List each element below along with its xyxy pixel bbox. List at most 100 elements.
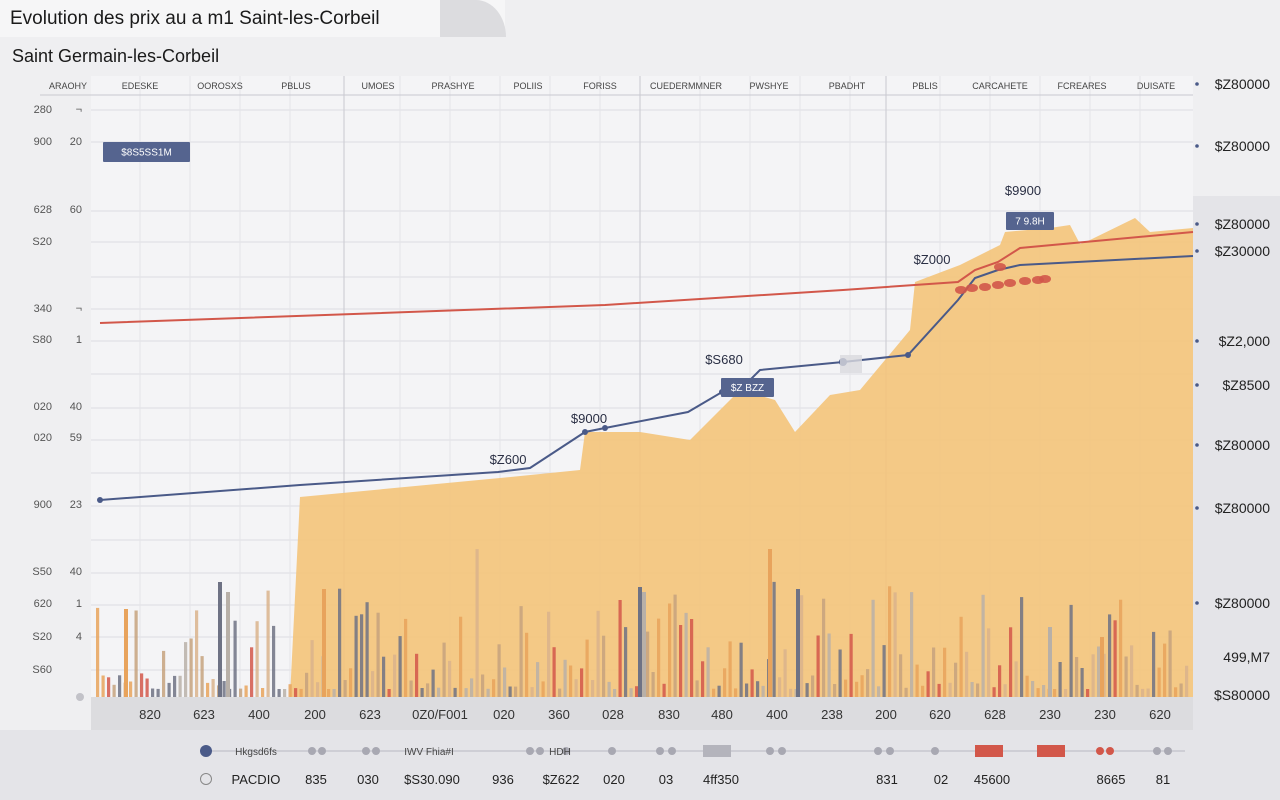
y-tick-right: $S80000 bbox=[1214, 687, 1270, 703]
y-tick-inner: 40 bbox=[70, 401, 82, 413]
background-bar bbox=[646, 631, 650, 697]
background-bar bbox=[1086, 689, 1090, 697]
background-bar bbox=[756, 681, 760, 697]
background-bar bbox=[904, 687, 908, 697]
y-tick-right: $Z80000 bbox=[1215, 437, 1270, 453]
background-bar bbox=[998, 665, 1002, 697]
y-tick-inner: 23 bbox=[70, 499, 82, 511]
background-bar bbox=[1042, 685, 1046, 697]
background-bar bbox=[1168, 630, 1172, 697]
background-bar bbox=[833, 684, 837, 697]
background-bar bbox=[943, 647, 947, 697]
legend-value: 936 bbox=[492, 772, 514, 787]
background-bar bbox=[1069, 604, 1073, 697]
legend-dot bbox=[362, 747, 370, 755]
legend-value: 45600 bbox=[974, 772, 1010, 787]
background-bar bbox=[970, 682, 974, 697]
background-bar bbox=[827, 633, 831, 697]
series-point-red bbox=[1019, 277, 1031, 285]
y-tick-outer: 280 bbox=[34, 104, 52, 116]
background-bar bbox=[976, 683, 980, 697]
background-bar bbox=[745, 683, 749, 697]
background-bar bbox=[387, 689, 391, 697]
background-bar bbox=[503, 667, 507, 697]
background-bar bbox=[448, 660, 452, 697]
legend-value: 030 bbox=[357, 772, 379, 787]
legend-dot bbox=[766, 747, 774, 755]
legend-dot bbox=[874, 747, 882, 755]
background-bar bbox=[1141, 688, 1145, 697]
background-bar bbox=[789, 688, 793, 697]
background-bar bbox=[761, 685, 765, 697]
background-bar bbox=[420, 688, 424, 697]
y-tick-right-dot bbox=[1195, 82, 1199, 86]
y-tick-inner: ¬ bbox=[76, 303, 82, 315]
axis-origin-dot bbox=[76, 693, 84, 701]
data-label-box bbox=[721, 378, 774, 397]
background-bar bbox=[316, 682, 320, 697]
legend-value: 02 bbox=[934, 772, 948, 787]
background-bar bbox=[415, 653, 419, 697]
right-panel bbox=[1193, 196, 1280, 730]
background-bar bbox=[585, 639, 589, 697]
background-bar-tall bbox=[124, 609, 128, 697]
background-bar bbox=[1135, 684, 1139, 697]
background-bar bbox=[613, 689, 617, 697]
background-bar bbox=[1080, 668, 1084, 697]
legend-label: HDH bbox=[549, 747, 571, 758]
background-bar bbox=[453, 687, 457, 697]
background-bar bbox=[514, 686, 518, 697]
legend-dot bbox=[372, 747, 380, 755]
background-bar bbox=[261, 688, 265, 697]
y-tick-right: $Z80000 bbox=[1215, 500, 1270, 516]
background-bar bbox=[734, 688, 738, 697]
background-bar bbox=[981, 594, 985, 697]
background-bar bbox=[393, 654, 397, 697]
y-tick-right-dot bbox=[1195, 249, 1199, 253]
y-tick-inner: 60 bbox=[70, 204, 82, 216]
background-bar bbox=[882, 645, 886, 697]
background-bar bbox=[129, 681, 133, 697]
background-bar bbox=[255, 621, 259, 697]
legend-dot bbox=[308, 747, 316, 755]
top-column-label: PBADHT bbox=[829, 81, 866, 91]
background-bar bbox=[607, 681, 611, 697]
background-bar bbox=[932, 647, 936, 697]
background-bar bbox=[992, 687, 996, 697]
background-bar bbox=[288, 684, 292, 697]
x-tick-label: 230 bbox=[1094, 707, 1116, 722]
background-bar bbox=[398, 636, 402, 697]
x-tick-label: 628 bbox=[984, 707, 1006, 722]
y-tick-right-dot bbox=[1195, 601, 1199, 605]
background-bar bbox=[866, 669, 870, 697]
background-bar bbox=[662, 683, 666, 697]
background-bar bbox=[772, 581, 776, 697]
background-bar bbox=[552, 647, 556, 697]
x-tick-label: 820 bbox=[139, 707, 161, 722]
y-tick-outer: S80 bbox=[32, 334, 52, 346]
background-bar bbox=[1020, 597, 1024, 697]
background-bar bbox=[1163, 643, 1167, 697]
background-bar bbox=[717, 685, 721, 697]
background-bar bbox=[1053, 689, 1057, 697]
background-bar bbox=[811, 675, 815, 697]
data-annotation: $9000 bbox=[571, 411, 607, 426]
y-tick-outer: S60 bbox=[32, 664, 52, 676]
background-bar bbox=[195, 610, 199, 697]
top-column-label: POLIIS bbox=[513, 81, 542, 91]
y-tick-outer: S50 bbox=[32, 566, 52, 578]
legend-dot bbox=[668, 747, 676, 755]
series-line-red bbox=[99, 231, 1194, 324]
background-bar bbox=[602, 635, 606, 697]
top-column-label: EDESKE bbox=[122, 81, 159, 91]
legend-dot-blue bbox=[200, 745, 212, 757]
background-bar bbox=[965, 651, 969, 697]
x-tick-label: 400 bbox=[248, 707, 270, 722]
y-tick-right-dot bbox=[1195, 443, 1199, 447]
top-column-label: FORISS bbox=[583, 81, 617, 91]
top-column-label: ARAOHY bbox=[49, 81, 87, 91]
background-bar bbox=[596, 610, 600, 697]
background-bar bbox=[728, 641, 732, 697]
background-bar bbox=[464, 688, 468, 697]
background-bar bbox=[723, 668, 727, 697]
